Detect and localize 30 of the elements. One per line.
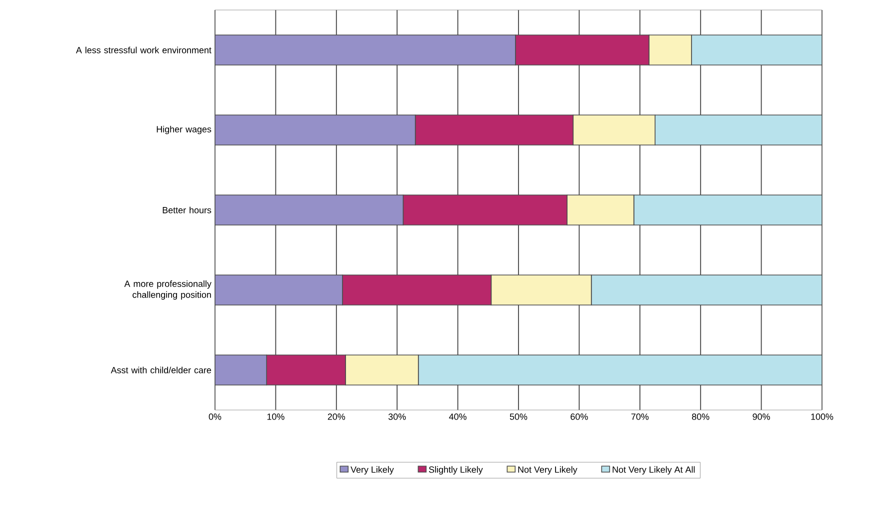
x-tick-label: 70% [631,414,649,420]
legend-label: Not Very Likely At All [612,466,695,475]
y-tick-label: Better hours [162,206,212,214]
legend-label: Not Very Likely [518,466,578,475]
bar [215,34,516,66]
x-tick-label: 30% [388,414,406,420]
x-tick-label: 80% [692,414,710,420]
bar [590,274,822,306]
y-tick-label: Higher wages [156,126,212,134]
bar [654,114,822,146]
x-tick-label: 40% [449,414,466,420]
bar [215,274,343,306]
bar [633,194,822,226]
y-tick-label: A more professionally challenging position [124,280,212,300]
bar [418,354,822,386]
x-tick-label: 90% [752,414,770,420]
bar [215,114,416,146]
legend-label: Very Likely [350,466,394,475]
x-tick-label: 20% [328,414,346,420]
bar [215,194,404,226]
bar [691,34,822,66]
x-tick-label: 100% [811,414,834,420]
x-tick-label: 10% [267,414,284,420]
x-tick-label: 60% [570,414,588,420]
y-tick-label: Asst with child/elder care [110,366,212,374]
y-tick-label: A less stressful work environment [76,46,212,54]
x-tick-label: 50% [510,414,528,420]
bar [215,354,267,386]
legend-label: Slightly Likely [428,466,483,475]
x-tick-label: 0% [208,414,222,420]
